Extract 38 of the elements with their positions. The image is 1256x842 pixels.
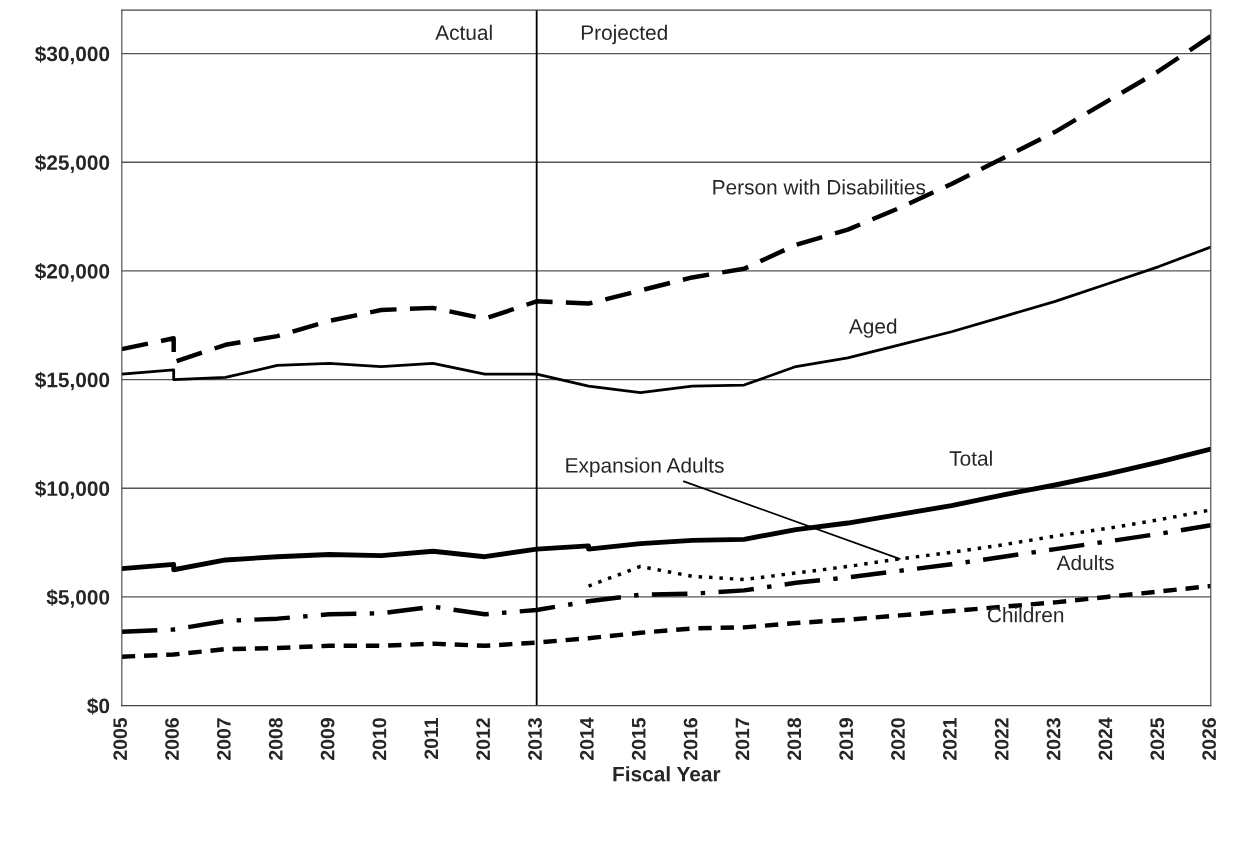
series-label: Aged: [848, 318, 897, 338]
x-tick-label: 2023: [1046, 718, 1061, 760]
annotation: Projected: [581, 24, 667, 45]
annotation: Actual: [435, 24, 492, 41]
y-tick-label: $10,000: [35, 480, 110, 500]
x-tick-label: 2026: [1202, 718, 1216, 760]
x-axis-title: Fiscal Year: [613, 766, 721, 782]
x-tick-label: 2021: [942, 717, 957, 760]
x-tick-label: 2014: [579, 717, 594, 760]
series-label: Children: [987, 607, 1064, 623]
x-tick-label: 2009: [320, 718, 335, 760]
text: Expansion Adults: [566, 457, 724, 477]
x-tick-label: 2011: [424, 717, 439, 759]
x-tick-label: 2007: [216, 718, 231, 760]
y-tick-label: $0: [87, 697, 110, 715]
series-label: Adults: [1056, 554, 1114, 571]
series-label: Person with Disabilities: [713, 179, 926, 195]
series-label: Total: [949, 450, 992, 466]
x-tick-label: 2017: [735, 718, 750, 760]
x-tick-label: 2005: [113, 717, 128, 760]
x-tick-label: 2016: [683, 718, 698, 760]
x-tick-label: 2008: [268, 717, 283, 760]
x-tick-label: 2013: [528, 718, 542, 760]
y-tick-label: $20,000: [35, 263, 110, 282]
x-tick-label: 2012: [476, 718, 491, 760]
x-tick-label: 2022: [994, 718, 1009, 760]
y-tick-label: $5,000: [46, 589, 110, 608]
y-tick-label: $30,000: [35, 45, 110, 65]
x-tick-label: 2015: [631, 717, 646, 760]
x-tick-label: 2024: [1098, 717, 1113, 760]
x-tick-label: 2025: [1150, 717, 1165, 760]
x-tick-label: 2020: [891, 718, 905, 760]
x-tick-label: 2006: [165, 718, 179, 760]
x-tick-label: 2010: [372, 718, 387, 760]
y-tick-label: $15,000: [35, 371, 110, 391]
x-tick-label: 2018: [787, 717, 802, 760]
x-tick-label: 2019: [839, 718, 854, 760]
y-tick-label: $25,000: [35, 154, 110, 174]
